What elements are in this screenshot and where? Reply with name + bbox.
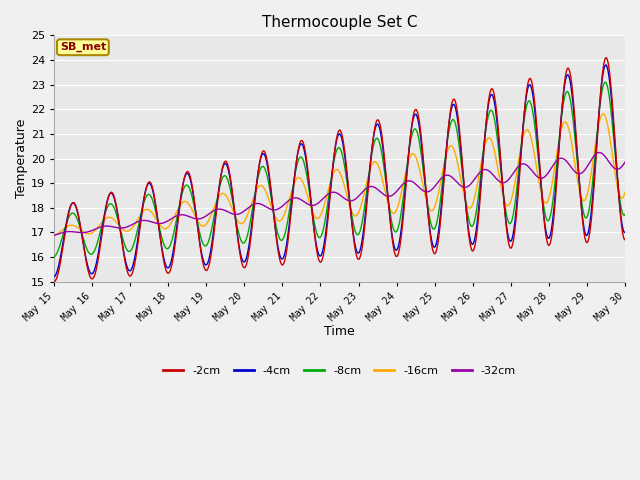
Title: Thermocouple Set C: Thermocouple Set C [262, 15, 417, 30]
Y-axis label: Temperature: Temperature [15, 119, 28, 198]
Legend: -2cm, -4cm, -8cm, -16cm, -32cm: -2cm, -4cm, -8cm, -16cm, -32cm [159, 361, 520, 380]
Text: SB_met: SB_met [60, 42, 106, 52]
X-axis label: Time: Time [324, 325, 355, 338]
